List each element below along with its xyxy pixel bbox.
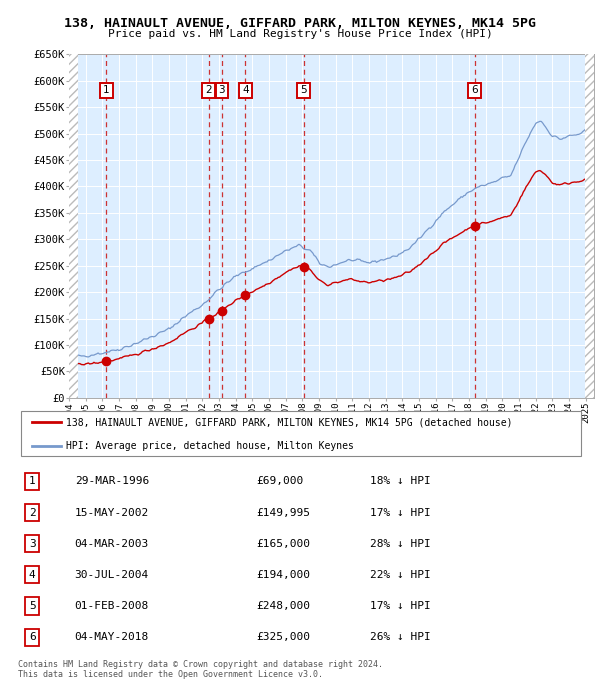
Text: 3: 3 <box>29 539 35 549</box>
Text: 28% ↓ HPI: 28% ↓ HPI <box>370 539 430 549</box>
Text: 01-FEB-2008: 01-FEB-2008 <box>75 601 149 611</box>
Text: £248,000: £248,000 <box>256 601 310 611</box>
Text: 6: 6 <box>29 632 35 642</box>
Text: 138, HAINAULT AVENUE, GIFFARD PARK, MILTON KEYNES, MK14 5PG (detached house): 138, HAINAULT AVENUE, GIFFARD PARK, MILT… <box>66 418 512 427</box>
Bar <box>69 54 78 398</box>
Text: £165,000: £165,000 <box>256 539 310 549</box>
Bar <box>585 54 594 398</box>
Text: 138, HAINAULT AVENUE, GIFFARD PARK, MILTON KEYNES, MK14 5PG: 138, HAINAULT AVENUE, GIFFARD PARK, MILT… <box>64 17 536 30</box>
Text: This data is licensed under the Open Government Licence v3.0.: This data is licensed under the Open Gov… <box>18 670 323 679</box>
Text: Price paid vs. HM Land Registry's House Price Index (HPI): Price paid vs. HM Land Registry's House … <box>107 29 493 39</box>
Text: 1: 1 <box>103 86 110 95</box>
Text: 2: 2 <box>29 507 35 517</box>
Text: £325,000: £325,000 <box>256 632 310 642</box>
Text: 4: 4 <box>242 86 248 95</box>
Text: 4: 4 <box>29 570 35 580</box>
Text: 2: 2 <box>205 86 212 95</box>
Text: 1: 1 <box>29 477 35 486</box>
Text: 04-MAY-2018: 04-MAY-2018 <box>75 632 149 642</box>
Text: 18% ↓ HPI: 18% ↓ HPI <box>370 477 430 486</box>
Text: HPI: Average price, detached house, Milton Keynes: HPI: Average price, detached house, Milt… <box>66 441 354 452</box>
Text: 29-MAR-1996: 29-MAR-1996 <box>75 477 149 486</box>
Text: 22% ↓ HPI: 22% ↓ HPI <box>370 570 430 580</box>
Text: 17% ↓ HPI: 17% ↓ HPI <box>370 507 430 517</box>
Text: £69,000: £69,000 <box>256 477 304 486</box>
Text: 15-MAY-2002: 15-MAY-2002 <box>75 507 149 517</box>
Text: 04-MAR-2003: 04-MAR-2003 <box>75 539 149 549</box>
Text: 30-JUL-2004: 30-JUL-2004 <box>75 570 149 580</box>
Text: 26% ↓ HPI: 26% ↓ HPI <box>370 632 430 642</box>
Text: 5: 5 <box>301 86 307 95</box>
Text: £194,000: £194,000 <box>256 570 310 580</box>
Text: Contains HM Land Registry data © Crown copyright and database right 2024.: Contains HM Land Registry data © Crown c… <box>18 660 383 668</box>
Text: 5: 5 <box>29 601 35 611</box>
Text: 3: 3 <box>218 86 225 95</box>
Text: £149,995: £149,995 <box>256 507 310 517</box>
Text: 17% ↓ HPI: 17% ↓ HPI <box>370 601 430 611</box>
Text: 6: 6 <box>472 86 478 95</box>
FancyBboxPatch shape <box>21 411 581 456</box>
